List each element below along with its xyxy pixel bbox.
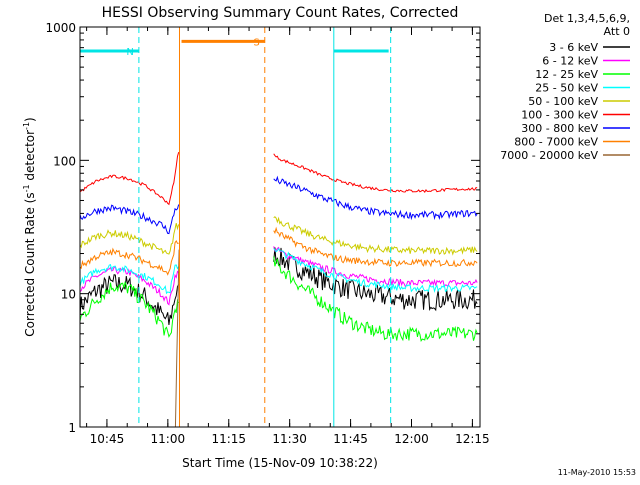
series-100-300-kev: [79, 152, 180, 206]
series-300-800-kev: [273, 175, 478, 221]
y-axis-label: Corrected Count Rate (s-1 detector-1): [22, 117, 37, 336]
x-tick-label: 11:45: [333, 432, 368, 446]
y-tick-label: 10: [61, 288, 76, 302]
series-3-6-kev: [79, 274, 180, 326]
series-3-6-kev: [273, 247, 478, 312]
legend-label: 100 - 300 keV: [521, 109, 598, 122]
series-800-7000-kev: [273, 226, 478, 268]
x-axis-label: Start Time (15-Nov-09 10:38:22): [182, 456, 378, 470]
series-7000-20000-kev: [174, 249, 180, 428]
series-25-50-kev: [273, 247, 478, 294]
axis-layer: 10:45 11:00 11:15 11:30 11:45 12:00 12:15 1 10 10…: [45, 21, 489, 446]
series-300-800-kev: [79, 204, 180, 235]
legend-label: 6 - 12 keV: [542, 55, 598, 68]
series-12-25-kev: [273, 256, 478, 342]
series-50-100-kev: [273, 216, 478, 256]
series-12-25-kev: [79, 280, 180, 338]
legend-label: 300 - 800 keV: [521, 122, 598, 135]
data-layer: [79, 152, 478, 428]
chart-title: HESSI Observing Summary Count Rates, Cor…: [102, 5, 459, 21]
series-6-12-kev: [79, 266, 180, 306]
plot-frame: [79, 26, 481, 428]
legend-header: Det 1,3,4,5,6,9,: [544, 12, 630, 25]
x-tick-label: 12:00: [394, 432, 429, 446]
x-tick-label: 11:15: [211, 432, 246, 446]
legend-label: 800 - 7000 keV: [514, 136, 598, 149]
series-800-7000-kev: [79, 239, 179, 276]
overlay-layer: NS: [80, 27, 392, 427]
legend-header: Att 0: [604, 25, 630, 38]
legend-label: 50 - 100 keV: [528, 95, 598, 108]
legend-label: 25 - 50 keV: [535, 82, 598, 95]
series-100-300-kev: [273, 153, 478, 193]
y-tick-label: 1000: [45, 21, 76, 35]
legend-label: 12 - 25 keV: [535, 68, 598, 81]
x-tick-label: 10:45: [90, 432, 125, 446]
date-stamp: 11-May-2010 15:53: [558, 468, 636, 477]
y-tick-label: 1: [68, 421, 76, 435]
legend-label: 3 - 6 keV: [549, 41, 598, 54]
series-6-12-kev: [273, 246, 478, 288]
x-tick-label: 11:00: [151, 432, 186, 446]
legend-label: 7000 - 20000 keV: [500, 149, 598, 162]
series-50-100-kev: [79, 223, 180, 255]
series-25-50-kev: [79, 264, 180, 295]
interval-label: S: [253, 37, 259, 48]
interval-label: N: [126, 47, 133, 58]
x-tick-label: 12:15: [455, 432, 490, 446]
x-tick-label: 11:30: [272, 432, 307, 446]
y-tick-label: 100: [53, 154, 76, 168]
